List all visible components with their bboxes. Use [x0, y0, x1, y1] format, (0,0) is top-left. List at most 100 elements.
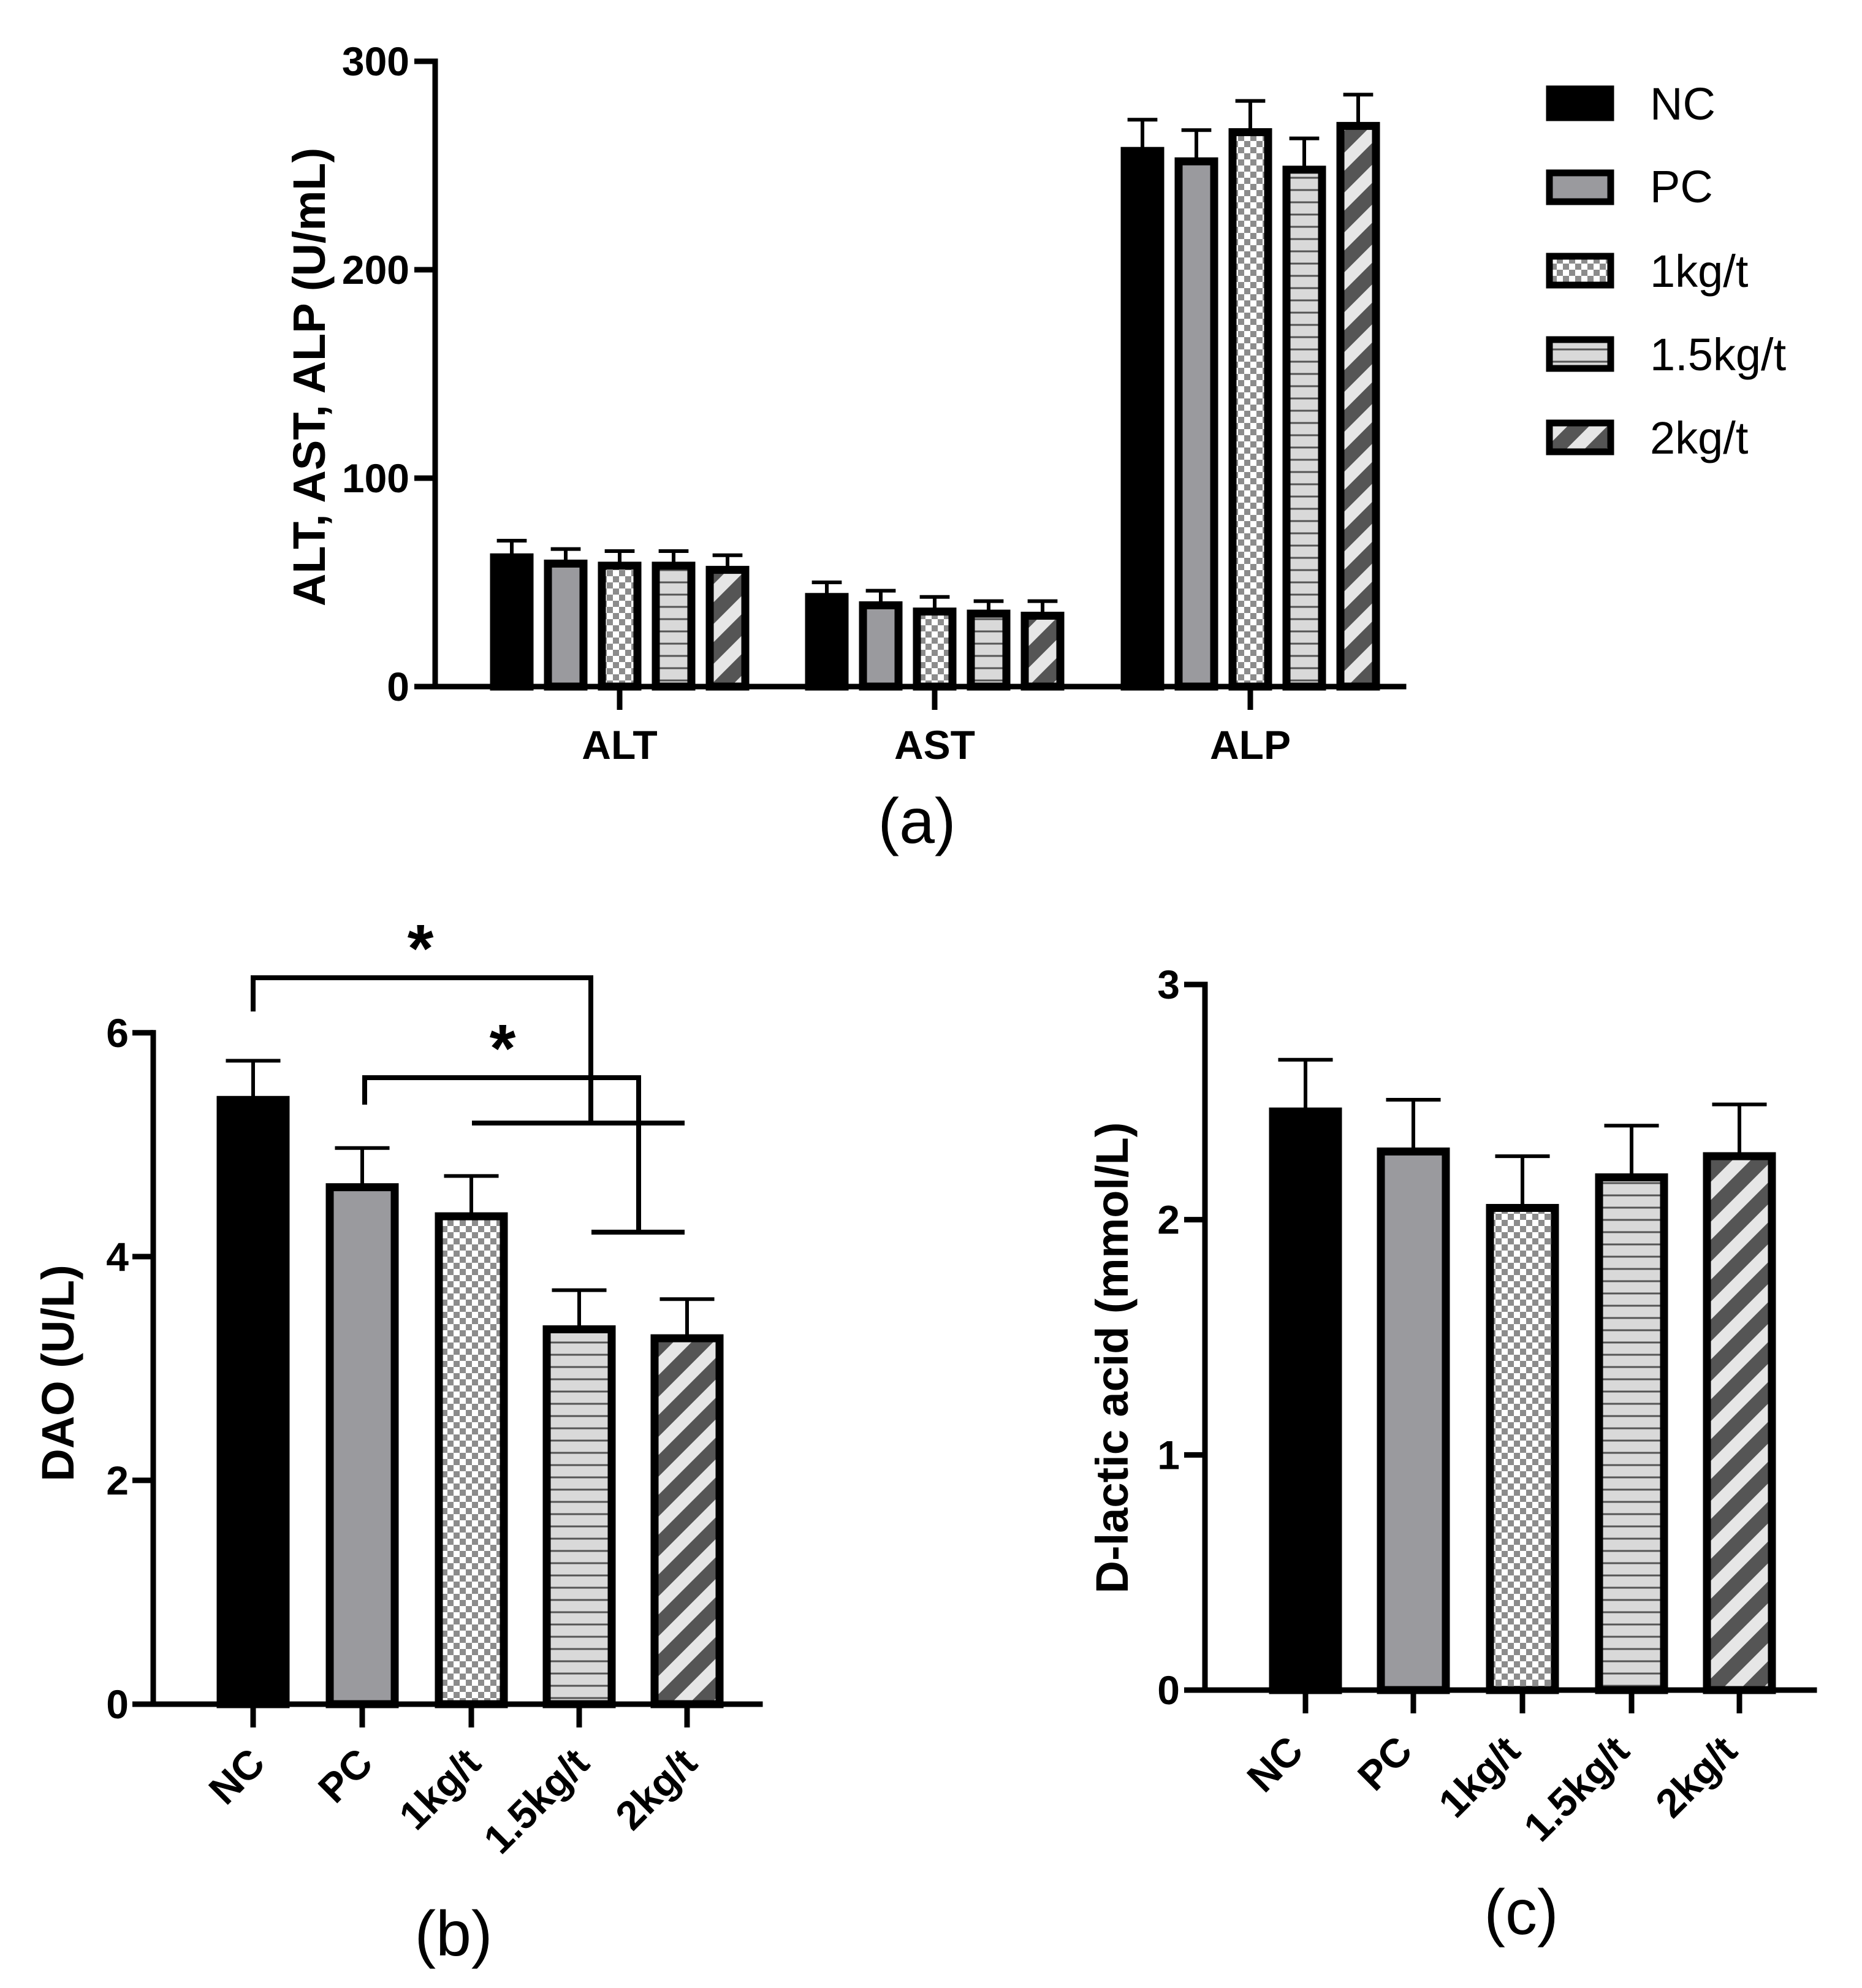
y-tick-label-a: 300	[342, 39, 409, 84]
bar-alp-1kg-t-rect	[1228, 128, 1272, 691]
panel-a-axes: 0 100 200 300	[342, 39, 1407, 710]
bar-c-pc	[1377, 1097, 1450, 1694]
bar-b-nc-rect	[216, 1095, 290, 1708]
bar-ast-1-5kg-t-rect	[967, 609, 1011, 691]
legend-label-1kg-t: 1kg/t	[1650, 246, 1749, 297]
y-tick-label-a: 100	[342, 455, 409, 501]
legend-swatch-2kg-t	[1546, 419, 1614, 455]
bar-ast-nc-rect	[805, 593, 849, 691]
panel-b-category-labels: NC PC 1kg/t 1.5kg/t 2kg/t	[200, 1740, 705, 1862]
bar-b-1-5kg-t-rect	[542, 1325, 616, 1708]
y-axis-title-b: DAO (U/L)	[32, 1265, 83, 1482]
legend-label-pc: PC	[1650, 161, 1713, 212]
bar-b-2kg-t-rect	[650, 1334, 724, 1708]
legend-item-2kg-t: 2kg/t	[1546, 413, 1749, 463]
y-tick-label-a: 0	[387, 664, 409, 709]
bar-alt-2kg-t-rect	[705, 566, 750, 691]
bar-alt-1-5kg-t	[652, 549, 696, 691]
category-label-1-5kg-t-c: 1.5kg/t	[1515, 1727, 1638, 1850]
bar-b-1kg-t-rect	[435, 1212, 508, 1708]
y-tick-label-b: 0	[106, 1681, 129, 1727]
significance-bracket-nc	[251, 975, 593, 1123]
category-label-2kg-t-c: 2kg/t	[1647, 1727, 1746, 1826]
panel-a-category-labels: ALT AST ALP	[582, 722, 1291, 767]
bar-c-1-5kg-t-rect	[1595, 1173, 1668, 1694]
category-label-1-5kg-t: 1.5kg/t	[475, 1740, 598, 1862]
bar-alp-2kg-t	[1336, 93, 1380, 691]
legend-swatch-1-5kg-t	[1546, 336, 1614, 372]
category-label-ast: AST	[894, 722, 975, 767]
legend-swatch-pc	[1546, 169, 1614, 205]
bar-alt-1kg-t-rect	[598, 562, 642, 691]
bar-c-1kg-t-rect	[1486, 1203, 1559, 1694]
bar-alp-pc	[1174, 128, 1218, 691]
bar-c-2kg-t-rect	[1703, 1152, 1776, 1694]
bar-alt-nc	[490, 539, 534, 691]
y-tick-label-c: 1	[1157, 1432, 1180, 1477]
bar-alt-1kg-t	[598, 549, 642, 691]
bar-alt-nc-rect	[490, 553, 534, 691]
legend-swatch-1kg-t	[1546, 253, 1614, 289]
legend-item-pc: PC	[1546, 161, 1713, 212]
bar-c-2kg-t	[1703, 1102, 1776, 1694]
panel-b-axes: 0 2 4 6	[106, 1010, 763, 1727]
category-label-alp: ALP	[1210, 722, 1291, 767]
category-label-alt: ALT	[582, 722, 657, 767]
bar-b-nc	[216, 1059, 290, 1708]
bar-c-1-5kg-t	[1595, 1124, 1668, 1694]
bar-b-1kg-t	[435, 1174, 508, 1708]
bar-c-1kg-t	[1486, 1154, 1559, 1694]
category-label-nc: NC	[200, 1740, 273, 1813]
bar-b-2kg-t	[650, 1297, 724, 1708]
bar-alp-2kg-t-rect	[1336, 121, 1380, 691]
y-tick-label-c: 3	[1157, 962, 1180, 1007]
significance-brackets: * *	[251, 911, 685, 1235]
bar-c-pc-rect	[1377, 1147, 1450, 1694]
legend-label-1-5kg-t: 1.5kg/t	[1650, 329, 1787, 380]
bar-ast-nc	[805, 581, 849, 691]
bar-ast-pc	[859, 588, 903, 691]
bar-alt-2kg-t	[705, 553, 750, 691]
category-label-nc-c: NC	[1238, 1727, 1312, 1801]
category-label-pc-c: PC	[1349, 1727, 1421, 1799]
legend-item-1kg-t: 1kg/t	[1546, 246, 1749, 297]
bar-ast-2kg-t-rect	[1020, 611, 1065, 691]
bar-ast-1kg-t	[913, 595, 957, 691]
bar-ast-1-5kg-t	[967, 599, 1011, 691]
bar-b-pc	[325, 1146, 399, 1708]
bar-alp-nc-rect	[1120, 147, 1165, 691]
bar-alt-pc-rect	[544, 559, 588, 691]
legend-swatch-nc	[1546, 85, 1614, 121]
category-label-1kg-t: 1kg/t	[390, 1740, 489, 1838]
significance-asterisk-1: *	[408, 911, 434, 986]
bar-c-nc	[1269, 1057, 1342, 1694]
y-axis-title-a: ALT, AST, ALP (U/mL)	[284, 148, 335, 606]
significance-asterisk-2: *	[490, 1011, 516, 1086]
legend: NC PC 1kg/t 1.5kg/t 2kg/t	[1546, 78, 1787, 463]
y-tick-label-b: 2	[106, 1458, 129, 1503]
category-label-pc: PC	[310, 1740, 381, 1811]
y-tick-label-b: 4	[106, 1234, 129, 1279]
panel-c-bars	[1269, 1057, 1776, 1694]
y-tick-label-b: 6	[106, 1010, 129, 1056]
y-axis-title-c: D-lactic acid (mmol/L)	[1087, 1122, 1138, 1594]
legend-label-nc: NC	[1650, 78, 1716, 129]
bar-b-1-5kg-t	[542, 1288, 616, 1708]
panel-b-bars	[216, 1059, 724, 1708]
panel-label-c: (c)	[1484, 1877, 1558, 1948]
legend-item-1-5kg-t: 1.5kg/t	[1546, 329, 1787, 380]
bar-ast-pc-rect	[859, 601, 903, 691]
bar-alt-1-5kg-t-rect	[652, 562, 696, 691]
panel-label-a: (a)	[878, 786, 956, 857]
panel-b: 0 2 4 6 NC PC 1kg/t 1.5kg/t 2kg/t DAO (U/L)…	[32, 911, 763, 1970]
bar-alp-nc	[1120, 118, 1165, 691]
legend-item-nc: NC	[1546, 78, 1716, 129]
panel-a-bars	[490, 93, 1380, 691]
bar-alp-pc-rect	[1174, 157, 1218, 691]
panel-label-b: (b)	[414, 1899, 492, 1970]
bar-c-nc-rect	[1269, 1107, 1342, 1694]
panel-c-category-labels: NC PC 1kg/t 1.5kg/t 2kg/t	[1238, 1727, 1746, 1850]
bar-ast-1kg-t-rect	[913, 607, 957, 691]
legend-label-2kg-t: 2kg/t	[1650, 413, 1749, 463]
